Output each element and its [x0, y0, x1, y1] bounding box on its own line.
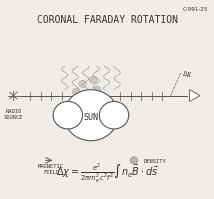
Circle shape	[99, 101, 129, 129]
Text: CORONAL FARADAY ROTATION: CORONAL FARADAY ROTATION	[37, 15, 178, 25]
Circle shape	[73, 88, 80, 95]
Text: $\Delta\chi$: $\Delta\chi$	[182, 69, 193, 79]
Text: RADIO
SOURCE: RADIO SOURCE	[4, 109, 23, 120]
Circle shape	[89, 76, 97, 83]
Text: DENSITY: DENSITY	[143, 159, 166, 164]
Circle shape	[53, 101, 83, 129]
Circle shape	[130, 157, 138, 164]
Circle shape	[79, 80, 86, 87]
Polygon shape	[190, 90, 200, 101]
Text: MAGNETIC
FIELD: MAGNETIC FIELD	[38, 164, 64, 175]
Circle shape	[64, 90, 118, 141]
Circle shape	[83, 96, 91, 103]
Text: C-991-25: C-991-25	[183, 7, 208, 12]
Text: SUN: SUN	[83, 113, 98, 122]
Circle shape	[94, 86, 101, 93]
Text: $\Delta\chi = \frac{e^2}{2\pi m_e^2 c^2 f^2} \int n_e \vec{B} \cdot d\vec{s}$: $\Delta\chi = \frac{e^2}{2\pi m_e^2 c^2 …	[56, 163, 159, 186]
